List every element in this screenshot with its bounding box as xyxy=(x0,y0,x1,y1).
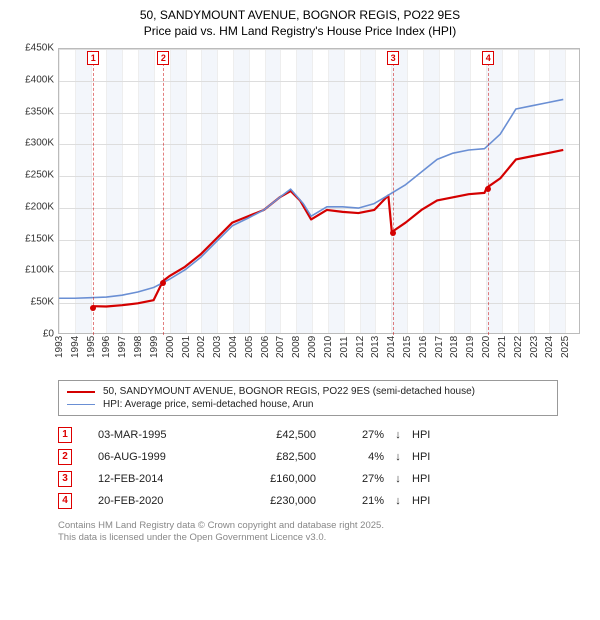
chart-subtitle: Price paid vs. HM Land Registry's House … xyxy=(10,24,590,38)
legend-label-hpi: HPI: Average price, semi-detached house,… xyxy=(103,399,314,410)
sale-date: 20-FEB-2020 xyxy=(98,495,218,507)
sale-price: £230,000 xyxy=(226,495,316,507)
down-arrow-icon: ↓ xyxy=(392,451,404,463)
sale-marker-dot xyxy=(485,186,491,192)
sale-number-box: 1 xyxy=(58,427,72,443)
sale-diff-pct: 21% xyxy=(324,495,384,507)
sale-price: £82,500 xyxy=(226,451,316,463)
sale-marker-box: 1 xyxy=(87,51,99,65)
legend-row-price-paid: 50, SANDYMOUNT AVENUE, BOGNOR REGIS, PO2… xyxy=(67,385,549,398)
legend-swatch-price-paid xyxy=(67,391,95,393)
sale-diff-pct: 4% xyxy=(324,451,384,463)
sales-table: 1 03-MAR-1995 £42,500 27% ↓ HPI 2 06-AUG-1999 £8… xyxy=(58,424,590,512)
sale-marker-box: 2 xyxy=(157,51,169,65)
sale-marker-line xyxy=(93,63,94,335)
y-axis-tick: £400K xyxy=(10,74,54,85)
y-axis-tick: £150K xyxy=(10,233,54,244)
sale-marker-box: 4 xyxy=(482,51,494,65)
down-arrow-icon: ↓ xyxy=(392,495,404,507)
sale-marker-dot xyxy=(390,230,396,236)
sale-number-box: 2 xyxy=(58,449,72,465)
legend: 50, SANDYMOUNT AVENUE, BOGNOR REGIS, PO2… xyxy=(58,380,558,416)
legend-swatch-hpi xyxy=(67,404,95,405)
sale-date: 03-MAR-1995 xyxy=(98,429,218,441)
down-arrow-icon: ↓ xyxy=(392,429,404,441)
sale-number-box: 4 xyxy=(58,493,72,509)
y-axis-tick: £200K xyxy=(10,201,54,212)
sale-price: £42,500 xyxy=(226,429,316,441)
sale-date: 12-FEB-2014 xyxy=(98,473,218,485)
fineprint-line2: This data is licensed under the Open Gov… xyxy=(58,532,590,544)
y-axis-tick: £100K xyxy=(10,265,54,276)
y-axis-tick: £50K xyxy=(10,297,54,308)
chart-container: 50, SANDYMOUNT AVENUE, BOGNOR REGIS, PO2… xyxy=(0,0,600,553)
y-axis-tick: £0 xyxy=(10,329,54,340)
sale-marker-box: 3 xyxy=(387,51,399,65)
y-axis-tick: £450K xyxy=(10,43,54,54)
sale-number-box: 3 xyxy=(58,471,72,487)
sale-diff-label: HPI xyxy=(412,495,442,507)
sale-diff-label: HPI xyxy=(412,473,442,485)
fineprint-line1: Contains HM Land Registry data © Crown c… xyxy=(58,520,590,532)
plot-area: 1 2 3 4 xyxy=(58,48,580,334)
sale-diff-label: HPI xyxy=(412,429,442,441)
chart-area: 1 2 3 4 £0 £50K £100K £150K £200K £250K £300K £350… xyxy=(10,44,590,374)
sale-marker-dot xyxy=(160,280,166,286)
y-axis-tick: £250K xyxy=(10,170,54,181)
table-row: 3 12-FEB-2014 £160,000 27% ↓ HPI xyxy=(58,468,590,490)
sale-date: 06-AUG-1999 xyxy=(98,451,218,463)
legend-label-price-paid: 50, SANDYMOUNT AVENUE, BOGNOR REGIS, PO2… xyxy=(103,386,475,397)
sale-diff-label: HPI xyxy=(412,451,442,463)
chart-title: 50, SANDYMOUNT AVENUE, BOGNOR REGIS, PO2… xyxy=(10,8,590,22)
sale-diff-pct: 27% xyxy=(324,473,384,485)
x-axis-tick: 2025 xyxy=(560,336,594,358)
down-arrow-icon: ↓ xyxy=(392,473,404,485)
table-row: 2 06-AUG-1999 £82,500 4% ↓ HPI xyxy=(58,446,590,468)
chart-lines xyxy=(59,49,579,333)
sale-marker-line xyxy=(393,63,394,335)
table-row: 4 20-FEB-2020 £230,000 21% ↓ HPI xyxy=(58,490,590,512)
sale-marker-dot xyxy=(90,305,96,311)
y-axis-tick: £350K xyxy=(10,106,54,117)
table-row: 1 03-MAR-1995 £42,500 27% ↓ HPI xyxy=(58,424,590,446)
sale-price: £160,000 xyxy=(226,473,316,485)
legend-row-hpi: HPI: Average price, semi-detached house,… xyxy=(67,398,549,411)
sale-marker-line xyxy=(488,63,489,335)
sale-marker-line xyxy=(163,63,164,335)
fineprint: Contains HM Land Registry data © Crown c… xyxy=(58,520,590,545)
sale-diff-pct: 27% xyxy=(324,429,384,441)
y-axis-tick: £300K xyxy=(10,138,54,149)
